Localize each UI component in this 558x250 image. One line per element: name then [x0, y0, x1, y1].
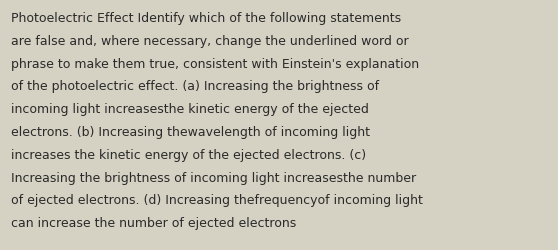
- Text: are false and, where necessary, change the underlined word or: are false and, where necessary, change t…: [11, 35, 408, 48]
- Text: Photoelectric Effect Identify which of the following statements: Photoelectric Effect Identify which of t…: [11, 12, 401, 25]
- Text: increases the kinetic energy of the ejected electrons. (c): increases the kinetic energy of the ejec…: [11, 148, 366, 161]
- Text: of ejected electrons. (d) Increasing thefrequencyof incoming light: of ejected electrons. (d) Increasing the…: [11, 194, 423, 206]
- Text: can increase the number of ejected electrons: can increase the number of ejected elect…: [11, 216, 296, 229]
- Text: electrons. (b) Increasing thewavelength of incoming light: electrons. (b) Increasing thewavelength …: [11, 126, 370, 138]
- Text: phrase to make them true, consistent with Einstein's explanation: phrase to make them true, consistent wit…: [11, 57, 419, 70]
- Text: Increasing the brightness of incoming light increasesthe number: Increasing the brightness of incoming li…: [11, 171, 416, 184]
- Text: of the photoelectric effect. (a) Increasing the brightness of: of the photoelectric effect. (a) Increas…: [11, 80, 379, 93]
- Text: incoming light increasesthe kinetic energy of the ejected: incoming light increasesthe kinetic ener…: [11, 103, 369, 116]
